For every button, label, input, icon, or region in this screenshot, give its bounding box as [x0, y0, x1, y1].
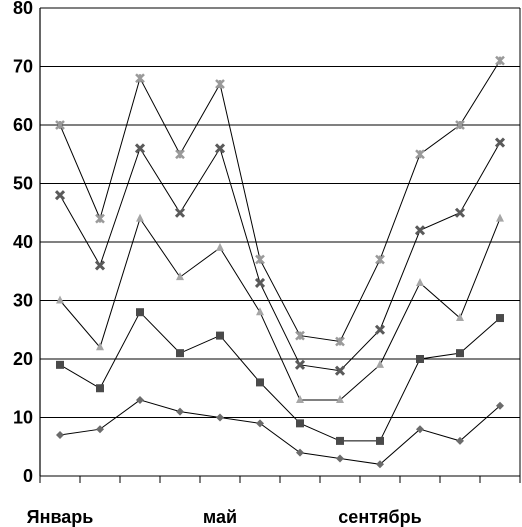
x-axis: Январь май сентябрь — [27, 476, 521, 527]
y-axis: 0 10 20 30 40 50 60 70 80 — [13, 0, 41, 486]
data-point — [216, 242, 224, 251]
data-point — [174, 207, 186, 218]
data-point — [455, 120, 465, 130]
data-point — [416, 425, 424, 434]
data-point — [256, 307, 264, 316]
series-line — [59, 399, 501, 465]
data-point — [416, 277, 424, 286]
data-point — [96, 425, 104, 434]
data-point — [375, 254, 385, 265]
series-line — [59, 217, 501, 401]
x-tick-label: Январь — [27, 507, 94, 527]
y-tick-label: 40 — [13, 232, 33, 252]
series-1 — [56, 395, 504, 469]
data-point — [454, 207, 466, 218]
data-point — [374, 324, 386, 335]
data-point — [254, 277, 266, 289]
data-point — [256, 378, 264, 387]
series-line — [59, 60, 501, 342]
data-point — [415, 149, 425, 160]
data-point — [456, 313, 464, 322]
data-point — [55, 120, 65, 130]
series-line — [59, 142, 501, 372]
series-4 — [54, 137, 506, 376]
data-point — [336, 436, 344, 445]
series-2 — [56, 308, 504, 445]
data-point — [456, 436, 464, 445]
data-point — [494, 137, 506, 148]
data-point — [56, 295, 64, 304]
series-line — [59, 311, 501, 442]
data-point — [496, 401, 504, 410]
data-point — [336, 454, 344, 463]
data-point — [416, 355, 424, 363]
y-tick-label: 10 — [13, 408, 33, 428]
data-point — [296, 394, 304, 403]
data-point — [136, 308, 144, 317]
series-3 — [56, 213, 504, 403]
y-tick-label: 20 — [13, 349, 33, 369]
data-point — [414, 225, 426, 236]
series-5 — [55, 55, 505, 347]
data-point — [95, 213, 105, 224]
data-point — [215, 79, 225, 89]
data-point — [376, 460, 384, 469]
data-point — [56, 360, 64, 369]
data-point — [376, 359, 384, 368]
data-point — [255, 254, 265, 265]
data-point — [56, 431, 64, 440]
data-point — [295, 330, 305, 341]
data-point — [54, 190, 66, 201]
data-point — [296, 448, 304, 457]
y-tick-label: 50 — [13, 174, 33, 194]
data-point — [334, 365, 346, 376]
x-tick-label: сентябрь — [338, 507, 421, 527]
x-tick-label: май — [203, 507, 237, 527]
data-point — [135, 73, 145, 84]
y-tick-label: 60 — [13, 115, 33, 135]
data-point — [496, 213, 504, 222]
data-point — [495, 55, 505, 66]
data-point — [376, 436, 384, 445]
data-point — [256, 419, 264, 428]
y-tick-label: 0 — [23, 466, 33, 486]
data-point — [214, 143, 226, 154]
data-point — [96, 342, 104, 351]
data-point — [336, 394, 344, 403]
data-point — [216, 331, 224, 340]
data-point — [294, 359, 306, 370]
data-point — [176, 272, 184, 281]
data-point — [496, 314, 504, 323]
data-point — [136, 213, 144, 222]
data-point — [96, 384, 104, 393]
data-point — [175, 149, 185, 160]
data-point — [134, 143, 146, 154]
data-point — [456, 349, 464, 358]
data-point — [176, 349, 184, 358]
y-tick-label: 30 — [13, 291, 33, 311]
data-point — [216, 413, 224, 422]
gridlines — [40, 7, 521, 477]
series-group — [54, 55, 506, 469]
data-point — [176, 407, 184, 416]
data-point — [94, 260, 106, 271]
data-point — [136, 395, 144, 404]
data-point — [296, 419, 304, 428]
y-tick-label: 80 — [13, 0, 33, 18]
data-point — [335, 336, 345, 347]
y-tick-label: 70 — [13, 57, 33, 77]
